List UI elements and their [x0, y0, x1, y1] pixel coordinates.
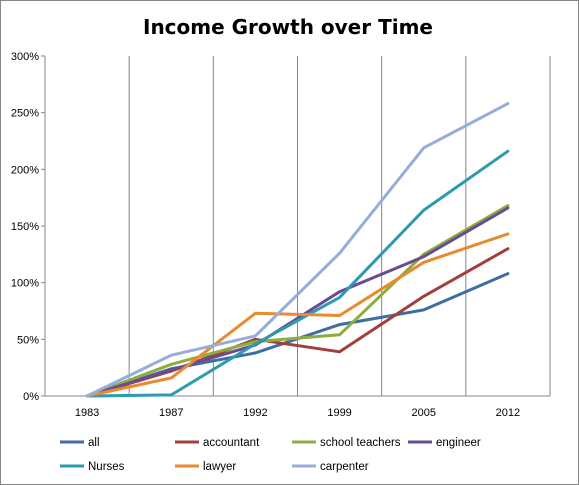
legend-label-school-teachers: school teachers: [320, 437, 401, 449]
y-tick-label: 300%: [11, 51, 39, 63]
series-line-lawyer: [85, 232, 510, 398]
x-axis-tick-labels: 1983 1987 1992 1999 2005 2012: [75, 407, 520, 419]
x-tick-label: 2012: [496, 407, 520, 419]
y-tick-label: 150%: [11, 221, 39, 233]
legend-label-accountant: accountant: [203, 437, 260, 449]
legend-label-engineer: engineer: [436, 437, 481, 449]
legend-label-all: all: [88, 437, 100, 449]
y-tick-label: 0%: [23, 391, 39, 403]
chart-title: Income Growth over Time: [143, 15, 433, 39]
y-tick-label: 200%: [11, 164, 39, 176]
x-tick-label: 1999: [327, 407, 351, 419]
series-line-school-teachers: [85, 204, 510, 398]
series-line-carpenter: [85, 102, 510, 398]
legend-label-lawyer: lawyer: [203, 461, 236, 473]
x-tick-label: 2005: [412, 407, 436, 419]
gridlines: [128, 56, 551, 396]
y-tick-label: 250%: [11, 108, 39, 120]
y-tick-label: 100%: [11, 278, 39, 290]
legend-label-nurses: Nurses: [88, 461, 125, 473]
x-tick-label: 1992: [243, 407, 267, 419]
y-axis-tick-labels: 0% 50% 100% 150% 200% 250% 300%: [11, 51, 45, 403]
y-tick-label: 50%: [17, 334, 39, 346]
legend-label-carpenter: carpenter: [320, 461, 369, 473]
x-tick-label: 1987: [159, 407, 183, 419]
x-tick-label: 1983: [75, 407, 99, 419]
series-line-nurses: [85, 149, 510, 398]
legend: all accountant school teachers engineer Nurs…: [60, 437, 481, 473]
series-lines: [85, 102, 510, 398]
series-line-engineer: [85, 206, 510, 398]
